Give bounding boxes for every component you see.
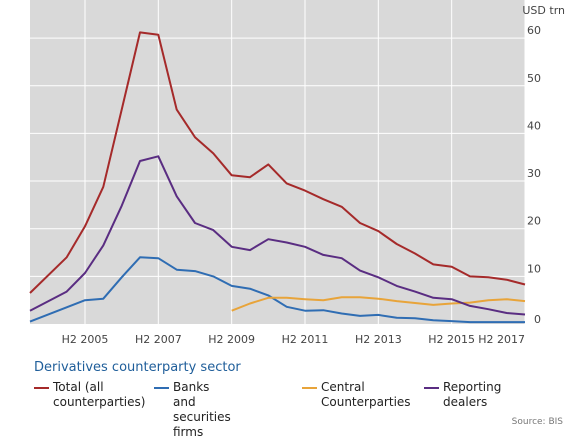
x-tick-label: H2 2015: [428, 333, 475, 346]
source-note: Source: BIS: [511, 417, 563, 427]
legend-title: Derivatives counterparty sector: [34, 360, 241, 375]
plot-background: [30, 0, 525, 324]
series-line: [29, 256, 525, 324]
legend-swatch: [154, 387, 169, 389]
series-line: [29, 155, 526, 316]
series-line: [231, 296, 526, 312]
x-tick-label: H2 2017: [478, 333, 525, 346]
legend-swatch: [302, 387, 317, 389]
y-tick-label: 10: [527, 262, 541, 275]
y-axis-ticks: 0 10 20 30 40 50 60: [527, 24, 541, 326]
legend-swatch: [424, 387, 439, 389]
x-tick-label: H2 2013: [355, 333, 402, 346]
legend-swatch: [34, 387, 49, 389]
x-tick-label: H2 2007: [135, 333, 182, 346]
legend-label: Total (all counterparties): [53, 380, 146, 409]
y-tick-label: 30: [527, 167, 541, 180]
grid-lines: [30, 0, 526, 324]
x-tick-label: H2 2009: [208, 333, 255, 346]
legend-label: Banks and securities firms: [173, 380, 231, 439]
y-tick-label: 0: [534, 313, 541, 326]
x-tick-label: H2 2011: [282, 333, 329, 346]
legend: Total (all counterparties) Banks and secu…: [34, 380, 564, 439]
legend-label: Central Counterparties: [321, 380, 411, 409]
y-tick-label: 40: [527, 119, 541, 132]
y-tick-label: 60: [527, 24, 541, 37]
series-line: [29, 31, 526, 294]
legend-label: Reporting dealers: [443, 380, 502, 409]
y-tick-label: 20: [527, 215, 541, 228]
x-axis-ticks: H2 2005 H2 2007 H2 2009 H2 2011 H2 2013 H2 20…: [62, 333, 525, 346]
y-axis-unit-label: USD trn: [522, 4, 565, 17]
x-tick-label: H2 2005: [62, 333, 109, 346]
y-tick-label: 50: [527, 72, 541, 85]
series-lines: [29, 31, 526, 324]
